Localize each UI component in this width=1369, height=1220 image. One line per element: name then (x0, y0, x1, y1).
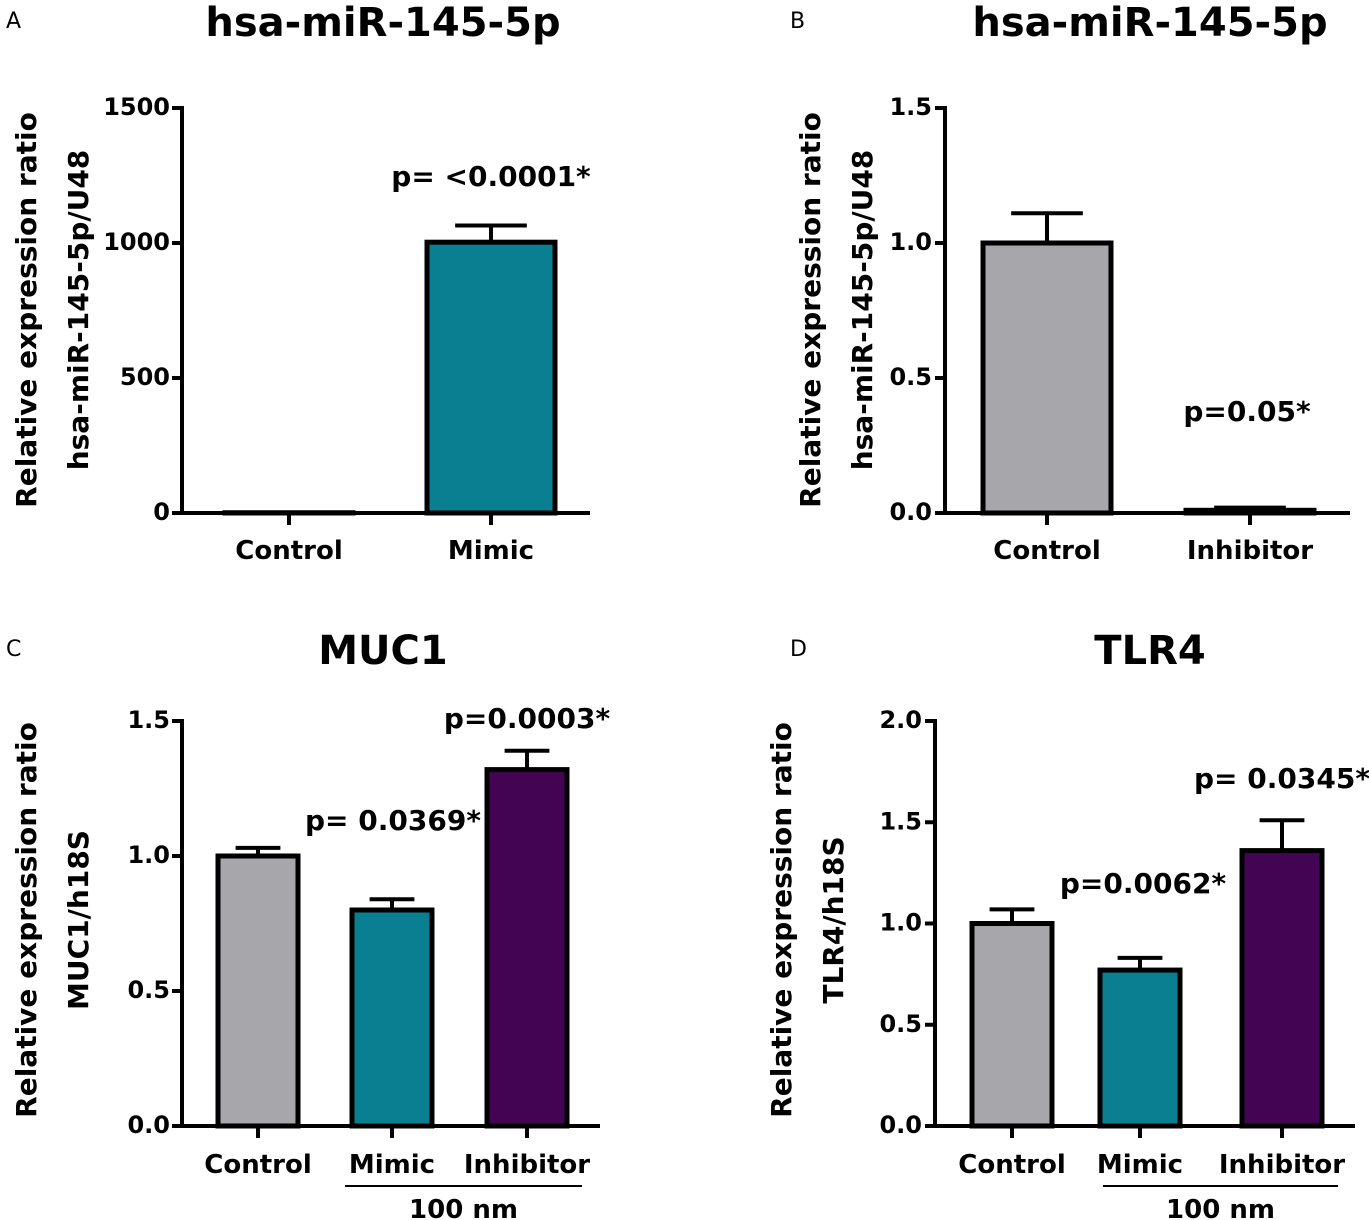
p-value-annotation: p=0.05* (1183, 395, 1311, 428)
p-value-annotation: p= 0.0345* (1194, 762, 1369, 795)
x-tick-label: Mimic (1097, 1150, 1183, 1180)
y-axis-label: Relative expression ratio (765, 722, 798, 1118)
chart-title: hsa-miR-145-5p (972, 0, 1327, 46)
y-tick-label: 0.5 (879, 1010, 922, 1038)
chart-title: hsa-miR-145-5p (205, 0, 560, 46)
p-value-annotation: p=0.0062* (1060, 867, 1227, 900)
y-tick-label: 2.0 (879, 706, 922, 734)
y-tick-label: 1.5 (879, 807, 922, 835)
x-tick-label: Inhibitor (1219, 1150, 1345, 1180)
y-tick-label: 0.0 (879, 1111, 922, 1139)
y-axis-label: Relative expression ratio (10, 722, 43, 1118)
p-value-annotation: p= 0.0369* (305, 804, 481, 837)
y-axis-sublabel: MUC1/h18S (62, 830, 95, 1010)
y-tick-label: 1.5 (127, 706, 170, 734)
y-axis-label: Relative expression ratio (10, 112, 43, 508)
bar-control (980, 240, 1114, 516)
y-tick-label: 1000 (103, 228, 170, 256)
panel-letter: A (6, 9, 21, 34)
y-tick-label: 1500 (103, 93, 170, 121)
x-tick-label: Mimic (448, 536, 534, 566)
chart-title: MUC1 (318, 628, 447, 674)
group-label: 100 nm (1166, 1195, 1275, 1220)
y-axis-sublabel: hsa-miR-145-5p/U48 (846, 150, 879, 471)
y-tick-label: 0.0 (127, 1111, 170, 1139)
bar-inhibitor (1239, 848, 1325, 1129)
x-tick-label: Control (235, 536, 342, 566)
x-tick-label: Inhibitor (464, 1150, 590, 1180)
bar-mimic (424, 239, 558, 516)
p-value-annotation: p= <0.0001* (391, 160, 591, 193)
y-tick-label: 0.5 (889, 363, 932, 391)
y-tick-label: 0.5 (127, 976, 170, 1004)
x-tick-label: Control (204, 1150, 311, 1180)
chart-panel-c: C MUC1 Relative expression ratio MUC1/h18S 0… (6, 628, 610, 1220)
x-tick-label: Control (958, 1150, 1065, 1180)
y-tick-label: 500 (120, 363, 170, 391)
y-tick-label: 1.0 (879, 909, 922, 937)
panel-letter: D (790, 637, 807, 662)
p-value-annotation: p=0.0003* (444, 702, 611, 735)
bar-control (969, 921, 1055, 1129)
chart-title: TLR4 (1094, 628, 1205, 674)
y-tick-label: 0.0 (889, 498, 932, 526)
y-tick-label: 1.5 (889, 93, 932, 121)
y-axis-sublabel: hsa-miR-145-5p/U48 (62, 150, 95, 471)
x-tick-label: Control (993, 536, 1100, 566)
y-axis-label: Relative expression ratio (794, 112, 827, 508)
bar-control (215, 853, 301, 1129)
bar-inhibitor (484, 767, 570, 1129)
group-label: 100 nm (409, 1195, 518, 1220)
y-tick-label: 1.0 (127, 841, 170, 869)
bar-mimic (1097, 967, 1183, 1129)
panel-letter: C (6, 637, 21, 662)
bar-inhibitor (1183, 507, 1317, 516)
chart-panel-d: D TLR4 Relative expression ratio TLR4/h18S 0… (765, 628, 1369, 1220)
x-tick-label: Inhibitor (1187, 536, 1313, 566)
x-tick-label: Mimic (349, 1150, 435, 1180)
bar-mimic (349, 907, 435, 1129)
panel-letter: B (790, 9, 805, 34)
y-tick-label: 1.0 (889, 228, 932, 256)
y-tick-label: 0 (153, 498, 170, 526)
y-axis-sublabel: TLR4/h18S (817, 836, 850, 1003)
